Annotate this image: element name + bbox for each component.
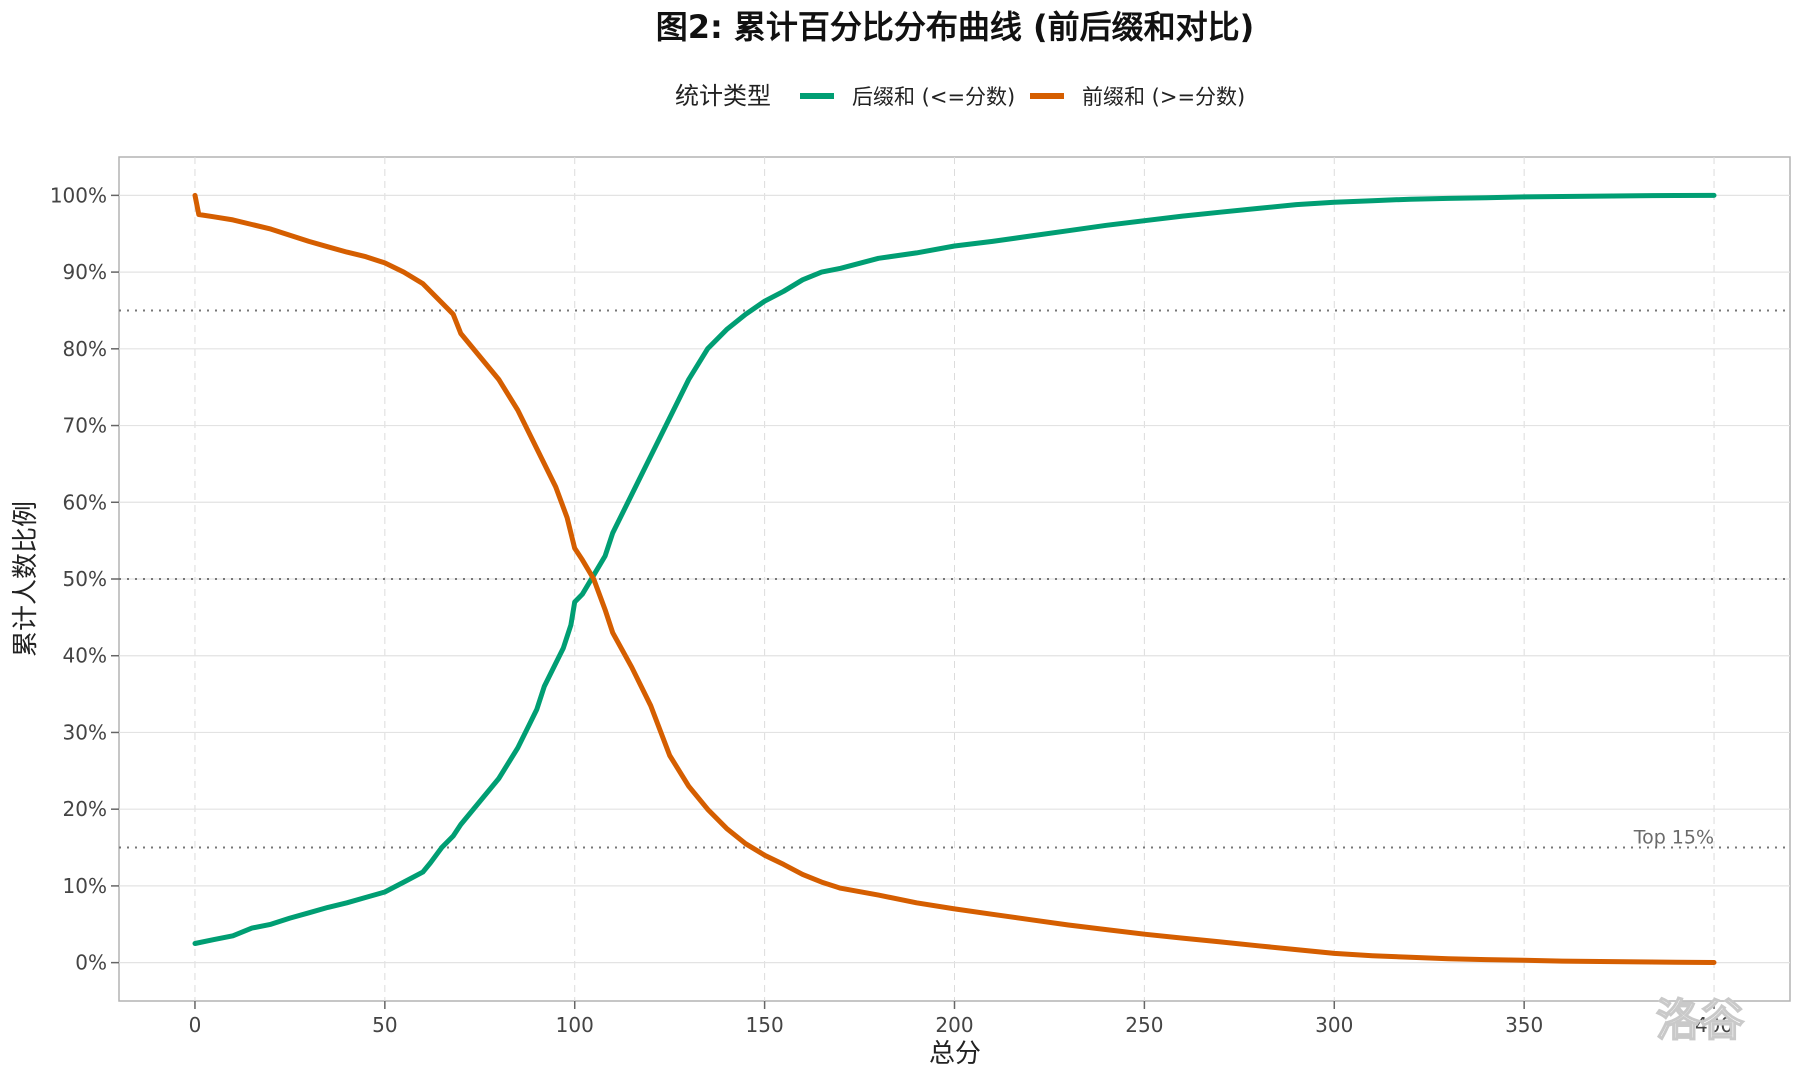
x-tick-label: 350 xyxy=(1505,1013,1543,1037)
legend-label: 后缀和 (<=分数) xyxy=(852,85,1015,109)
legend-title: 统计类型 xyxy=(675,82,771,110)
x-tick-label: 50 xyxy=(372,1013,397,1037)
x-tick-label: 250 xyxy=(1125,1013,1163,1037)
y-tick-label: 40% xyxy=(63,644,107,668)
y-tick-label: 50% xyxy=(63,567,107,591)
x-tick-label: 200 xyxy=(935,1013,973,1037)
watermark: 洛谷 xyxy=(1656,995,1744,1046)
y-tick-label: 0% xyxy=(75,951,107,975)
y-tick-label: 100% xyxy=(50,183,107,207)
x-tick-label: 150 xyxy=(746,1013,784,1037)
y-tick-label: 80% xyxy=(63,337,107,361)
legend-label: 前缀和 (>=分数) xyxy=(1082,85,1245,109)
chart-title: 图2: 累计百分比分布曲线 (前后缀和对比) xyxy=(656,8,1255,46)
legend-item-0: 后缀和 (<=分数) xyxy=(800,85,1015,109)
y-tick-label: 70% xyxy=(63,414,107,438)
legend-item-1: 前缀和 (>=分数) xyxy=(1030,85,1245,109)
series xyxy=(192,192,1717,965)
reference-lines: Top 15% xyxy=(119,309,1790,849)
y-tick-label: 90% xyxy=(63,260,107,284)
y-tick-label: 10% xyxy=(63,874,107,898)
y-tick-label: 30% xyxy=(63,720,107,744)
x-tick-label: 400 xyxy=(1695,1013,1733,1037)
reference-line-label: Top 15% xyxy=(1633,827,1714,849)
x-axis: 0 50 100 150 200 250 300 350 400 xyxy=(189,1001,1733,1037)
y-tick-label: 20% xyxy=(63,797,107,821)
series-line-0 xyxy=(192,192,1717,946)
grid xyxy=(119,157,1790,1001)
series-0 xyxy=(192,192,1717,946)
legend: 统计类型 后缀和 (<=分数) 前缀和 (>=分数) xyxy=(675,82,1245,110)
x-tick-label: 0 xyxy=(189,1013,202,1037)
series-1 xyxy=(192,192,1717,965)
x-tick-label: 300 xyxy=(1315,1013,1353,1037)
y-tick-label: 60% xyxy=(63,490,107,514)
y-axis-label: 累计人数比例 xyxy=(11,501,41,657)
x-tick-label: 100 xyxy=(556,1013,594,1037)
x-axis-label: 总分 xyxy=(929,1039,981,1069)
y-axis: 0% 10% 20% 30% 40% 50% 60% 70% 80% 90% 100% xyxy=(50,183,119,975)
